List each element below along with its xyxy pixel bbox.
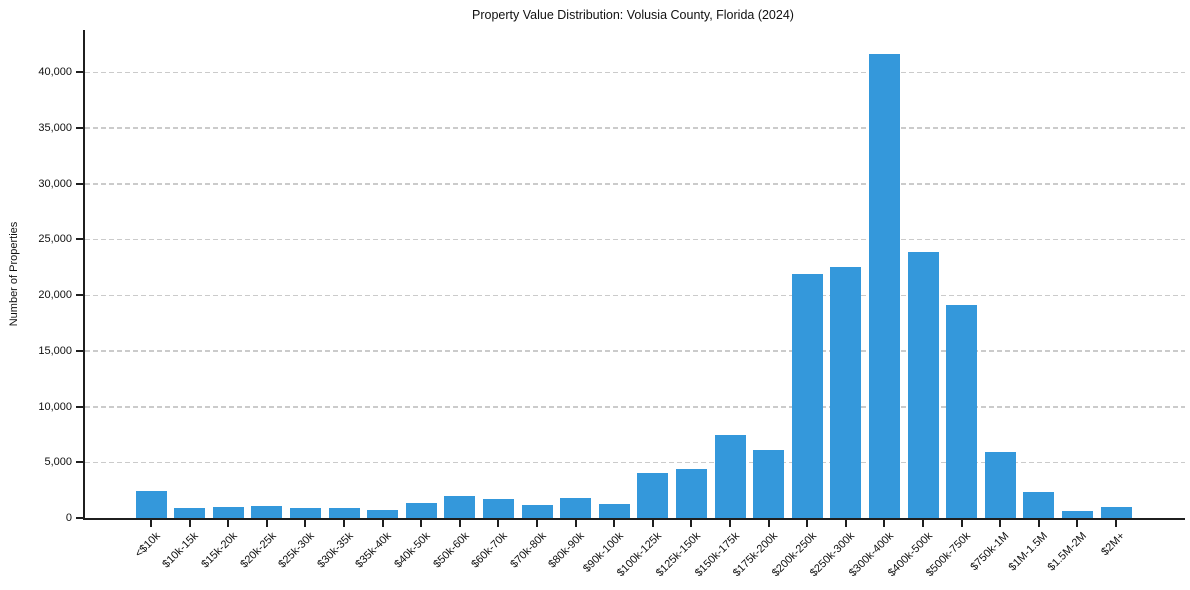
x-tick-label: <$10k (132, 530, 163, 560)
x-tick-label: $40k-50k (392, 530, 433, 571)
x-tick-mark (1115, 520, 1117, 527)
bar (907, 251, 939, 518)
x-tick-mark (150, 520, 152, 527)
bar (482, 499, 514, 518)
bar (444, 496, 476, 518)
gridline (85, 294, 1185, 297)
x-tick-mark (883, 520, 886, 527)
x-tick-mark (381, 520, 384, 527)
bar (984, 452, 1016, 518)
plot-area (83, 30, 1185, 520)
bar (868, 53, 900, 518)
x-tick-mark (497, 520, 500, 527)
y-tick-label: 15,000 (38, 344, 72, 357)
x-tick-mark (265, 520, 268, 527)
y-tick-mark (76, 126, 83, 129)
y-tick-label: 30,000 (38, 177, 72, 190)
x-tick-label: $70k-80k (507, 530, 549, 571)
x-tick-mark (922, 520, 924, 527)
x-tick-mark (574, 520, 577, 527)
gridline (85, 127, 1185, 129)
bar (753, 450, 785, 518)
x-tick-label: $25k-30k (276, 530, 317, 571)
x-tick-label: $1M-1.5M (1006, 530, 1051, 574)
x-tick-mark (1076, 520, 1079, 527)
bar (830, 267, 862, 518)
x-tick-mark (729, 520, 731, 527)
y-tick-mark (76, 182, 83, 185)
x-tick-mark (651, 520, 654, 527)
x-tick-label: $10k-15k (160, 530, 202, 571)
gridline (85, 183, 1185, 185)
y-tick-label: 40,000 (38, 66, 72, 79)
bar (174, 507, 206, 518)
x-tick-mark (613, 520, 616, 527)
x-tick-mark (960, 520, 963, 527)
bar (135, 491, 167, 518)
y-tick-mark (76, 294, 83, 297)
x-tick-mark (304, 520, 307, 527)
gridline (85, 406, 1185, 408)
gridline (85, 238, 1185, 241)
x-tick-mark (844, 520, 847, 527)
bar (1100, 506, 1132, 518)
bar (714, 434, 746, 518)
bar (637, 473, 669, 518)
y-tick-mark (76, 349, 83, 352)
x-tick-mark (767, 520, 770, 527)
y-tick-mark (76, 238, 83, 241)
y-tick-label: 35,000 (38, 121, 72, 134)
bar (791, 273, 823, 518)
x-tick-mark (420, 520, 423, 527)
bar (405, 502, 437, 518)
x-tick-label: $30k-35k (314, 530, 356, 571)
y-tick-label: 10,000 (38, 400, 72, 413)
bar (289, 507, 321, 518)
bar (521, 505, 553, 518)
bar (560, 497, 592, 518)
x-tick-label: $2M+ (1099, 530, 1128, 559)
x-tick-label: $1.5M-2M (1045, 530, 1089, 574)
x-tick-label: $20k-25k (237, 530, 279, 571)
y-tick-mark (76, 71, 83, 74)
x-tick-mark (227, 520, 230, 527)
x-tick-mark (536, 520, 538, 527)
x-tick-label: $15k-20k (199, 530, 240, 571)
x-tick-mark (188, 520, 191, 527)
y-tick-mark (76, 517, 83, 519)
bar (251, 506, 283, 518)
bar (598, 503, 630, 518)
y-tick-label: 25,000 (38, 233, 72, 246)
bar (367, 510, 399, 518)
y-tick-label: 0 (65, 512, 72, 524)
x-tick-mark (806, 520, 809, 527)
y-tick-label: 5,000 (44, 456, 72, 469)
chart-title: Property Value Distribution: Volusia Cou… (472, 8, 794, 22)
x-tick-label: $60k-70k (469, 530, 510, 571)
y-tick-mark (76, 461, 83, 464)
x-tick-label: $35k-40k (353, 530, 395, 571)
bar (328, 507, 360, 518)
x-tick-mark (690, 520, 693, 527)
x-tick-mark (343, 520, 345, 527)
bar (1061, 511, 1093, 518)
bar (675, 468, 707, 518)
bar (946, 305, 978, 518)
gridline (85, 71, 1185, 74)
x-tick-mark (1037, 520, 1040, 527)
x-tick-mark (999, 520, 1002, 527)
bar (1023, 491, 1055, 518)
x-tick-label: $50k-60k (430, 530, 472, 571)
bar (212, 507, 244, 518)
x-tick-label: $750k-1M (968, 530, 1012, 574)
x-tick-mark (458, 520, 461, 527)
gridline (85, 461, 1185, 464)
gridline (85, 350, 1185, 352)
y-tick-mark (76, 405, 83, 408)
y-tick-label: 20,000 (38, 289, 72, 302)
